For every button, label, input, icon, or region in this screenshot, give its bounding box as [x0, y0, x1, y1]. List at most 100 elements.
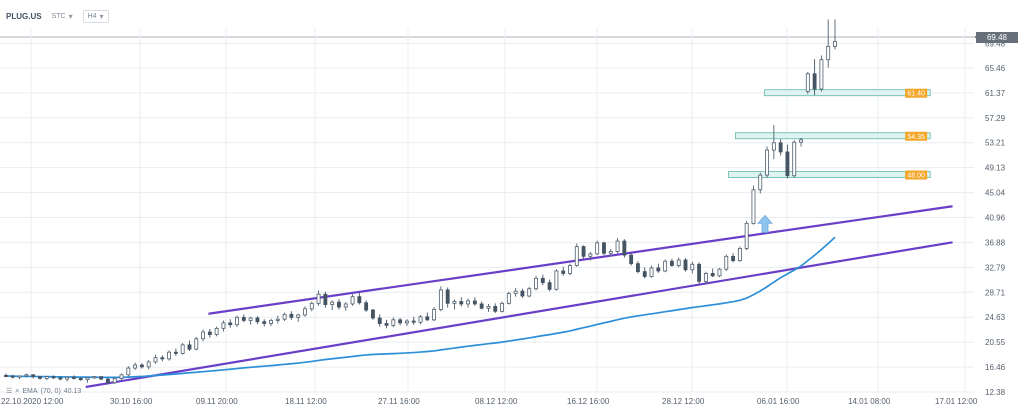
- candle-body: [78, 378, 83, 381]
- candle-body: [10, 375, 15, 378]
- candle-body: [656, 267, 661, 272]
- candle-body: [316, 293, 321, 304]
- candle-body: [214, 327, 219, 335]
- candle-body: [452, 301, 457, 304]
- candle-body: [513, 290, 518, 294]
- candle-body: [472, 300, 477, 305]
- candle-body: [506, 293, 511, 304]
- candle-body: [459, 301, 464, 305]
- candle-body: [547, 282, 552, 290]
- price-zone-label-bg: [905, 170, 928, 180]
- candle-body: [493, 306, 498, 312]
- x-tick-label: 08.12 12:00: [475, 397, 518, 406]
- candle-body: [615, 240, 620, 252]
- candle-body: [221, 322, 226, 329]
- candle-body: [581, 246, 586, 257]
- y-tick-label: 57.29: [985, 114, 1006, 123]
- candle-body: [357, 296, 362, 304]
- candle-body: [201, 331, 205, 340]
- trend-line: [208, 205, 953, 315]
- candle-body: [119, 374, 124, 379]
- candle-body: [173, 351, 178, 354]
- candle-body: [194, 338, 199, 350]
- candle-body: [819, 59, 824, 90]
- candle-body: [554, 270, 559, 290]
- candle-body: [309, 302, 314, 310]
- y-tick-label: 16.46: [985, 363, 1006, 372]
- candle-body: [92, 376, 97, 379]
- candle-body: [425, 316, 430, 321]
- candle-body: [391, 319, 396, 326]
- candle-body: [561, 270, 566, 274]
- candle-body: [445, 289, 450, 304]
- candle-body: [826, 45, 831, 61]
- candle-body: [85, 377, 90, 381]
- candle-body: [72, 376, 76, 379]
- source-label: STC: [51, 13, 66, 20]
- price-zone-label-bg: [905, 88, 928, 98]
- candle-body: [289, 313, 294, 318]
- symbol-label[interactable]: PLUG.US: [6, 12, 42, 21]
- candle-body: [58, 377, 63, 380]
- y-tick-label: 49.13: [985, 164, 1006, 173]
- y-tick-label: 12.38: [985, 388, 1006, 397]
- x-tick-label: 16.12 16:00: [567, 397, 610, 406]
- candle-body: [303, 308, 307, 316]
- candle-body: [527, 288, 532, 297]
- x-tick-label: 18.11 12:00: [285, 397, 327, 406]
- candle-body: [139, 364, 144, 368]
- ema-line: [5, 236, 836, 379]
- candle-body: [235, 316, 239, 326]
- candle-body: [717, 268, 722, 277]
- candle-body: [255, 317, 260, 323]
- interval-selector[interactable]: H4 ▾: [82, 10, 109, 23]
- candle-body: [262, 321, 267, 324]
- x-tick-label: 17.01 12:00: [935, 397, 978, 406]
- interval-label: H4: [87, 13, 97, 20]
- y-tick-label: 28.71: [985, 288, 1006, 297]
- y-tick-label: 40.96: [985, 214, 1006, 223]
- price-zone-label: 61.40: [907, 91, 925, 98]
- candle-body: [65, 376, 70, 380]
- candle-body: [398, 319, 403, 324]
- current-price-pointer-icon: [974, 34, 979, 40]
- price-zone: [728, 171, 931, 178]
- chevron-down-icon: ▾: [99, 12, 104, 21]
- candle-body: [751, 189, 756, 224]
- candle-body: [540, 277, 545, 283]
- current-price-badge-bg: [976, 32, 1018, 43]
- source-selector[interactable]: STC ▾: [52, 12, 73, 21]
- candle-body: [778, 142, 783, 153]
- candle-body: [683, 259, 688, 271]
- x-tick-label: 22.10.2020 12:00: [1, 397, 64, 406]
- candle-body: [690, 263, 695, 271]
- candle-body: [622, 240, 627, 256]
- candle-body: [371, 309, 375, 319]
- candle-body: [343, 303, 348, 308]
- candle-body: [438, 289, 443, 310]
- candle-body: [486, 306, 491, 309]
- x-tick-label: 06.01 16:00: [757, 397, 800, 406]
- candle-body: [337, 301, 341, 308]
- settings-icon[interactable]: ☰: [6, 388, 13, 395]
- close-icon[interactable]: ×: [15, 387, 20, 395]
- y-tick-label: 24.63: [985, 313, 1006, 322]
- candle-body: [636, 263, 640, 273]
- candle-body: [724, 255, 729, 270]
- candle-body: [649, 267, 654, 277]
- ema-name: EMA: [22, 387, 38, 395]
- candle-body: [710, 273, 715, 277]
- candle-body: [105, 378, 110, 384]
- candle-body: [323, 293, 328, 305]
- candle-body: [384, 323, 389, 326]
- candle-body: [133, 364, 138, 369]
- y-tick-label: 65.46: [985, 64, 1006, 73]
- candle-body: [799, 139, 803, 143]
- y-tick-label: 61.37: [985, 89, 1006, 98]
- trend-line: [85, 241, 953, 389]
- candle-body: [38, 376, 42, 379]
- price-zone: [764, 89, 931, 97]
